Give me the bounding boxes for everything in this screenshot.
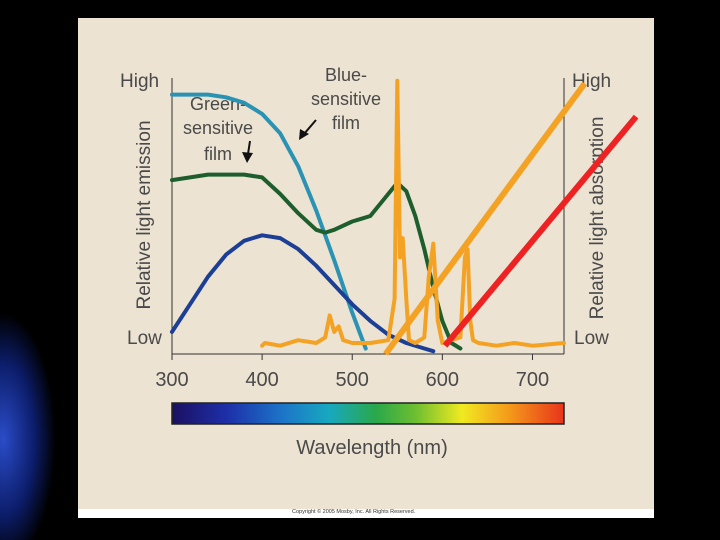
y-left-axis-title: Relative light emission: [134, 120, 155, 309]
x-tick-label: 300: [155, 369, 188, 391]
chart-panel: High Low High Low Relative light emissio…: [78, 18, 654, 518]
y-left-low-label: Low: [127, 328, 162, 349]
y-right-low-label: Low: [574, 328, 609, 349]
green-film-annotation: Green- sensitive film: [183, 94, 253, 164]
series-line-3: [260, 78, 566, 348]
series-line-0: [170, 92, 368, 351]
overlay-line-1: [442, 114, 639, 348]
blue-annotation-line-3: film: [332, 113, 360, 133]
green-annotation-arrow: [247, 140, 251, 155]
green-annotation-arrowhead: [242, 152, 253, 163]
green-annotation-line-3: film: [204, 144, 232, 164]
x-tick-label: 500: [336, 369, 369, 391]
x-tick-label: 600: [426, 369, 459, 391]
chart: High Low High Low Relative light emissio…: [120, 65, 639, 459]
y-right-axis-title: Relative light absorption: [587, 117, 608, 320]
overlay-line-0: [383, 81, 588, 356]
visible-spectrum-bar: [171, 402, 565, 425]
blue-film-annotation: Blue- sensitive film: [299, 65, 381, 140]
copyright-text: Copyright © 2005 Mosby, Inc. All Rights …: [292, 509, 416, 515]
blue-annotation-arrowhead: [299, 129, 309, 140]
blue-annotation-line-1: Blue-: [325, 65, 367, 85]
blue-annotation-arrow: [303, 119, 317, 135]
x-tick-label: 700: [516, 369, 549, 391]
blue-annotation-line-2: sensitive: [311, 89, 381, 109]
green-annotation-line-2: sensitive: [183, 118, 253, 138]
x-tick-label: 400: [245, 369, 278, 391]
y-left-high-label: High: [120, 71, 159, 92]
copyright-strip: Copyright © 2005 Mosby, Inc. All Rights …: [78, 509, 654, 518]
series-line-1: [170, 172, 463, 351]
x-axis-title: Wavelength (nm): [296, 437, 448, 459]
